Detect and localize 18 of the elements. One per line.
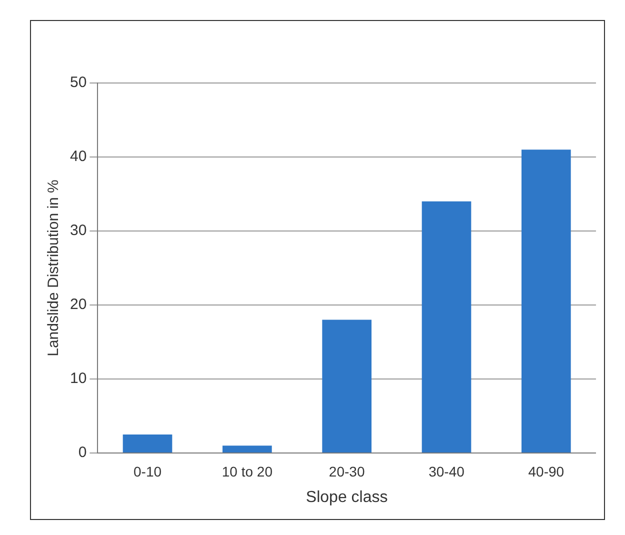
x-tick-label: 30-40 xyxy=(428,463,465,480)
bar xyxy=(222,446,272,452)
x-tick-label: 10 to 20 xyxy=(222,463,273,480)
y-tick-label: 0 xyxy=(78,444,87,462)
x-tick-label: 0-10 xyxy=(134,463,162,480)
y-tick-label: 40 xyxy=(70,148,87,166)
y-tick-label: 20 xyxy=(70,296,87,314)
y-tick-label: 10 xyxy=(70,370,87,388)
y-axis-title: Landslide Distribution in % xyxy=(45,180,62,356)
y-tick-label: 50 xyxy=(70,74,87,92)
bar xyxy=(522,150,571,452)
bar xyxy=(322,320,372,452)
bar xyxy=(122,434,172,452)
x-axis-title: Slope class xyxy=(306,488,388,506)
bar xyxy=(422,201,472,452)
x-tick-label: 40-90 xyxy=(528,463,564,480)
x-tick-label: 20-30 xyxy=(328,463,365,480)
y-tick-label: 30 xyxy=(70,222,87,240)
